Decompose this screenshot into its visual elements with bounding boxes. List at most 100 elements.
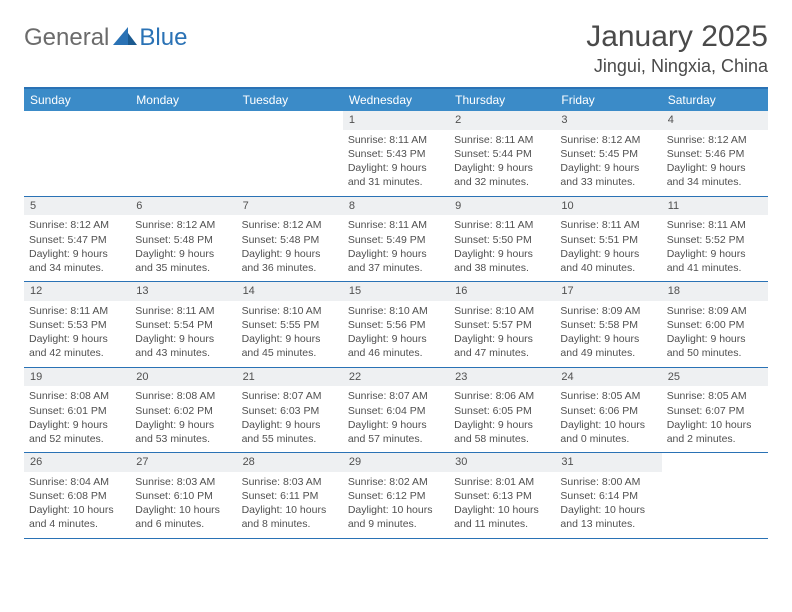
- day-cell: 29Sunrise: 8:02 AMSunset: 6:12 PMDayligh…: [343, 453, 449, 538]
- day-cell: [237, 111, 343, 196]
- day-info-line: Daylight: 10 hours: [348, 503, 444, 517]
- day-info-line: Sunset: 6:02 PM: [135, 404, 231, 418]
- day-cell: 31Sunrise: 8:00 AMSunset: 6:14 PMDayligh…: [555, 453, 661, 538]
- day-info-line: and 49 minutes.: [560, 346, 656, 360]
- day-info-line: Sunrise: 8:07 AM: [348, 389, 444, 403]
- day-cell: 4Sunrise: 8:12 AMSunset: 5:46 PMDaylight…: [662, 111, 768, 196]
- day-number: [237, 111, 343, 130]
- day-number: 23: [449, 368, 555, 387]
- day-info-line: Sunrise: 8:12 AM: [560, 133, 656, 147]
- title-block: January 2025 Jingui, Ningxia, China: [586, 20, 768, 77]
- day-info-line: Daylight: 9 hours: [348, 161, 444, 175]
- day-info-line: and 42 minutes.: [29, 346, 125, 360]
- day-info-line: Sunset: 6:00 PM: [667, 318, 763, 332]
- day-info-line: Sunset: 5:52 PM: [667, 233, 763, 247]
- day-header-cell: Wednesday: [343, 89, 449, 111]
- day-info-line: Sunrise: 8:10 AM: [242, 304, 338, 318]
- week-row: 19Sunrise: 8:08 AMSunset: 6:01 PMDayligh…: [24, 368, 768, 454]
- day-info-line: and 35 minutes.: [135, 261, 231, 275]
- week-row: 1Sunrise: 8:11 AMSunset: 5:43 PMDaylight…: [24, 111, 768, 197]
- day-number: 14: [237, 282, 343, 301]
- day-number: 1: [343, 111, 449, 130]
- day-info-line: Sunset: 6:11 PM: [242, 489, 338, 503]
- day-cell: 11Sunrise: 8:11 AMSunset: 5:52 PMDayligh…: [662, 197, 768, 282]
- day-info-line: and 34 minutes.: [29, 261, 125, 275]
- day-info-line: Sunrise: 8:11 AM: [667, 218, 763, 232]
- day-number: 28: [237, 453, 343, 472]
- day-info-line: Sunset: 6:08 PM: [29, 489, 125, 503]
- day-info-line: Sunset: 5:54 PM: [135, 318, 231, 332]
- day-cell: 7Sunrise: 8:12 AMSunset: 5:48 PMDaylight…: [237, 197, 343, 282]
- day-cell: 17Sunrise: 8:09 AMSunset: 5:58 PMDayligh…: [555, 282, 661, 367]
- day-cell: 6Sunrise: 8:12 AMSunset: 5:48 PMDaylight…: [130, 197, 236, 282]
- day-info-line: Daylight: 9 hours: [560, 161, 656, 175]
- day-info-line: Sunrise: 8:03 AM: [135, 475, 231, 489]
- day-cell: 26Sunrise: 8:04 AMSunset: 6:08 PMDayligh…: [24, 453, 130, 538]
- day-info-line: Daylight: 9 hours: [135, 418, 231, 432]
- day-cell: 30Sunrise: 8:01 AMSunset: 6:13 PMDayligh…: [449, 453, 555, 538]
- weeks-container: 1Sunrise: 8:11 AMSunset: 5:43 PMDaylight…: [24, 111, 768, 539]
- day-info-line: Sunrise: 8:12 AM: [135, 218, 231, 232]
- day-info-line: Sunrise: 8:10 AM: [454, 304, 550, 318]
- day-header-cell: Thursday: [449, 89, 555, 111]
- week-row: 26Sunrise: 8:04 AMSunset: 6:08 PMDayligh…: [24, 453, 768, 539]
- day-cell: [130, 111, 236, 196]
- day-info-line: Sunrise: 8:10 AM: [348, 304, 444, 318]
- day-header-cell: Tuesday: [237, 89, 343, 111]
- day-cell: [24, 111, 130, 196]
- day-info-line: and 58 minutes.: [454, 432, 550, 446]
- day-cell: 15Sunrise: 8:10 AMSunset: 5:56 PMDayligh…: [343, 282, 449, 367]
- day-info-line: Sunrise: 8:08 AM: [135, 389, 231, 403]
- day-info-line: Sunset: 6:12 PM: [348, 489, 444, 503]
- day-info-line: Sunset: 5:46 PM: [667, 147, 763, 161]
- day-info-line: Sunrise: 8:12 AM: [667, 133, 763, 147]
- day-info-line: Daylight: 9 hours: [560, 332, 656, 346]
- day-info-line: and 57 minutes.: [348, 432, 444, 446]
- day-cell: 13Sunrise: 8:11 AMSunset: 5:54 PMDayligh…: [130, 282, 236, 367]
- day-number: 13: [130, 282, 236, 301]
- day-info-line: and 4 minutes.: [29, 517, 125, 531]
- day-number: [130, 111, 236, 130]
- day-cell: 19Sunrise: 8:08 AMSunset: 6:01 PMDayligh…: [24, 368, 130, 453]
- day-info-line: Sunrise: 8:00 AM: [560, 475, 656, 489]
- day-cell: 2Sunrise: 8:11 AMSunset: 5:44 PMDaylight…: [449, 111, 555, 196]
- day-header-cell: Sunday: [24, 89, 130, 111]
- day-header-row: SundayMondayTuesdayWednesdayThursdayFrid…: [24, 89, 768, 111]
- day-cell: 8Sunrise: 8:11 AMSunset: 5:49 PMDaylight…: [343, 197, 449, 282]
- day-number: 24: [555, 368, 661, 387]
- day-info-line: Sunset: 5:51 PM: [560, 233, 656, 247]
- week-row: 12Sunrise: 8:11 AMSunset: 5:53 PMDayligh…: [24, 282, 768, 368]
- day-info-line: and 43 minutes.: [135, 346, 231, 360]
- day-cell: 24Sunrise: 8:05 AMSunset: 6:06 PMDayligh…: [555, 368, 661, 453]
- day-info-line: Daylight: 9 hours: [29, 418, 125, 432]
- day-info-line: and 50 minutes.: [667, 346, 763, 360]
- day-info-line: Sunset: 5:48 PM: [135, 233, 231, 247]
- day-info-line: Daylight: 10 hours: [454, 503, 550, 517]
- day-info-line: Sunrise: 8:06 AM: [454, 389, 550, 403]
- day-info-line: Sunset: 5:50 PM: [454, 233, 550, 247]
- day-info-line: Sunrise: 8:09 AM: [667, 304, 763, 318]
- day-info-line: Sunset: 6:06 PM: [560, 404, 656, 418]
- day-info-line: Sunset: 5:47 PM: [29, 233, 125, 247]
- day-cell: 12Sunrise: 8:11 AMSunset: 5:53 PMDayligh…: [24, 282, 130, 367]
- logo-text-2: Blue: [139, 24, 187, 52]
- day-info-line: Sunset: 5:57 PM: [454, 318, 550, 332]
- day-info-line: and 34 minutes.: [667, 175, 763, 189]
- day-info-line: Sunset: 6:04 PM: [348, 404, 444, 418]
- day-info-line: and 41 minutes.: [667, 261, 763, 275]
- day-number: 11: [662, 197, 768, 216]
- day-info-line: and 46 minutes.: [348, 346, 444, 360]
- day-cell: 21Sunrise: 8:07 AMSunset: 6:03 PMDayligh…: [237, 368, 343, 453]
- day-info-line: Daylight: 9 hours: [29, 332, 125, 346]
- day-info-line: and 38 minutes.: [454, 261, 550, 275]
- day-info-line: Sunset: 6:13 PM: [454, 489, 550, 503]
- day-number: 17: [555, 282, 661, 301]
- day-info-line: Sunset: 5:55 PM: [242, 318, 338, 332]
- day-info-line: Daylight: 9 hours: [667, 161, 763, 175]
- day-cell: 28Sunrise: 8:03 AMSunset: 6:11 PMDayligh…: [237, 453, 343, 538]
- day-info-line: Sunset: 5:43 PM: [348, 147, 444, 161]
- day-info-line: Daylight: 9 hours: [135, 247, 231, 261]
- day-number: 5: [24, 197, 130, 216]
- day-info-line: Sunrise: 8:02 AM: [348, 475, 444, 489]
- logo-triangle-icon: [113, 27, 137, 50]
